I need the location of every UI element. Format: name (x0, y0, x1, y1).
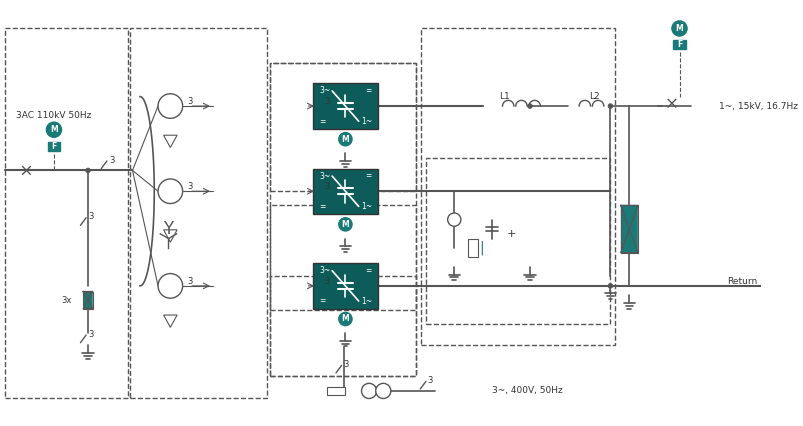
Circle shape (158, 273, 182, 298)
Text: =: = (365, 86, 372, 95)
Text: 1~, 15kV, 16.7Hz: 1~, 15kV, 16.7Hz (719, 101, 797, 111)
Text: M: M (341, 135, 349, 144)
Bar (269, 276, 416, 376)
Text: +: + (506, 229, 515, 239)
Text: M: M (675, 24, 683, 33)
Text: 3~: 3~ (319, 86, 330, 95)
Bar (313, 83, 377, 129)
Text: 3: 3 (187, 276, 193, 286)
Text: 3: 3 (324, 97, 329, 106)
Text: Return: Return (726, 276, 756, 286)
Circle shape (447, 213, 460, 226)
Text: 3~, 400V, 50Hz: 3~, 400V, 50Hz (491, 386, 562, 395)
Circle shape (158, 94, 182, 118)
Polygon shape (84, 291, 92, 308)
Bar (47, 142, 60, 152)
Text: 3: 3 (427, 376, 433, 385)
Bar (5, 29, 128, 397)
Text: =: = (319, 117, 325, 126)
Bar (129, 29, 267, 397)
Text: L2: L2 (588, 92, 598, 101)
Text: 3: 3 (187, 182, 193, 191)
Text: 3: 3 (324, 276, 329, 286)
Bar (269, 63, 416, 376)
Text: =: = (365, 266, 372, 275)
Polygon shape (620, 205, 637, 253)
Text: M: M (341, 220, 349, 229)
Polygon shape (620, 205, 637, 253)
Text: F: F (676, 40, 681, 49)
Text: 1~: 1~ (361, 296, 372, 305)
Bar (426, 158, 609, 324)
Bar (421, 29, 614, 345)
Circle shape (671, 21, 687, 36)
Bar (313, 169, 377, 214)
Circle shape (47, 122, 62, 137)
Text: =: = (319, 296, 325, 305)
Circle shape (607, 104, 612, 109)
Circle shape (607, 284, 612, 288)
Text: L1: L1 (498, 92, 509, 101)
Bar (269, 63, 416, 191)
Circle shape (338, 132, 352, 146)
Text: 3x: 3x (62, 296, 71, 305)
Text: 3~: 3~ (319, 172, 330, 181)
Text: 3~: 3~ (319, 266, 330, 275)
Circle shape (158, 179, 182, 204)
Circle shape (338, 218, 352, 231)
Bar (672, 40, 685, 49)
Text: =: = (365, 172, 372, 181)
Bar (468, 239, 477, 256)
Bar (313, 263, 377, 308)
Text: 3: 3 (108, 155, 114, 164)
Circle shape (361, 383, 376, 398)
Text: 3AC 110kV 50Hz: 3AC 110kV 50Hz (16, 111, 92, 120)
Circle shape (86, 168, 90, 173)
Circle shape (375, 383, 390, 398)
Text: 3: 3 (88, 330, 93, 339)
Text: 3: 3 (343, 360, 349, 369)
Bar (269, 205, 416, 310)
Text: 3: 3 (88, 212, 93, 221)
Text: 3: 3 (187, 97, 193, 106)
Text: F: F (51, 142, 56, 151)
Circle shape (338, 312, 352, 325)
Text: M: M (341, 314, 349, 323)
Text: 1~: 1~ (361, 202, 372, 211)
Text: 1~: 1~ (361, 117, 372, 126)
Text: 3: 3 (324, 182, 329, 191)
Text: =: = (319, 202, 325, 211)
Text: Y: Y (163, 220, 173, 238)
Polygon shape (84, 291, 92, 308)
Circle shape (527, 104, 532, 109)
Bar (326, 387, 345, 395)
Text: |: | (479, 241, 483, 255)
Text: M: M (50, 125, 58, 134)
